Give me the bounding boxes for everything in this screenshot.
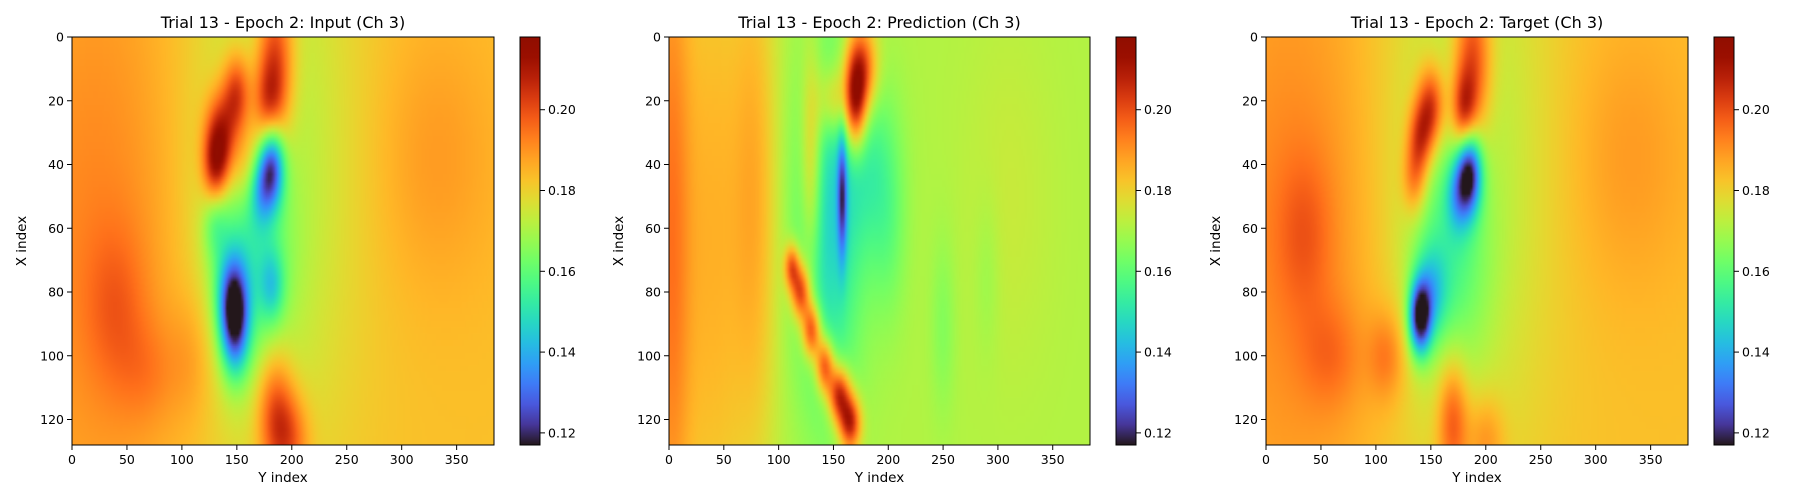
axes-frame — [668, 36, 1091, 446]
x-tick-label: 200 — [876, 452, 900, 467]
axes-frame — [1265, 36, 1689, 446]
y-tick-label: 20 — [1242, 93, 1258, 108]
colorbar — [1115, 36, 1137, 446]
y-tick-label: 100 — [40, 348, 64, 363]
colorbar-tick-label: 0.16 — [1742, 264, 1770, 279]
y-tick-label: 60 — [1242, 221, 1258, 236]
colorbar-tick-label: 0.12 — [1742, 425, 1770, 440]
y-tick-label: 20 — [645, 93, 661, 108]
x-tick-label: 0 — [665, 452, 673, 467]
colorbar-tick-label: 0.14 — [548, 345, 576, 360]
y-axis-label: X index — [1208, 216, 1224, 266]
heatmap-panel-1: Trial 13 - Epoch 2: Input (Ch 3) 0 50 100 15… — [14, 13, 576, 486]
x-tick-label: 150 — [822, 452, 846, 467]
colorbar-tick-label: 0.16 — [548, 264, 576, 279]
x-tick-label: 100 — [767, 452, 791, 467]
x-tick-label: 100 — [170, 452, 194, 467]
heatmap-panel-2: Trial 13 - Epoch 2: Prediction (Ch 3) 0 50… — [611, 13, 1172, 486]
heatmap-image — [669, 37, 1090, 445]
y-tick-label: 100 — [637, 348, 661, 363]
y-tick-label: 20 — [48, 93, 64, 108]
x-tick-label: 250 — [1529, 452, 1553, 467]
colorbar-tick-label: 0.20 — [1742, 102, 1770, 117]
colorbar-tick-label: 0.18 — [1742, 183, 1770, 198]
colorbar-tick-label: 0.12 — [1144, 425, 1172, 440]
x-tick-label: 300 — [986, 452, 1010, 467]
y-tick-label: 120 — [1234, 412, 1258, 427]
colorbar-tick-label: 0.14 — [1144, 345, 1172, 360]
y-tick-label: 120 — [637, 412, 661, 427]
chart-title: Trial 13 - Epoch 2: Target (Ch 3) — [1350, 13, 1603, 32]
heatmap-image — [1266, 37, 1688, 445]
colorbar-tick-label: 0.20 — [548, 102, 576, 117]
colorbar — [1713, 36, 1735, 446]
colorbar-tick-label: 0.16 — [1144, 264, 1172, 279]
y-tick-label: 60 — [48, 221, 64, 236]
x-tick-label: 350 — [1041, 452, 1065, 467]
x-tick-label: 50 — [716, 452, 732, 467]
colorbar-tick-label: 0.18 — [548, 183, 576, 198]
colorbar — [519, 36, 541, 446]
y-tick-label: 80 — [48, 285, 64, 300]
y-tick-label: 40 — [1242, 157, 1258, 172]
y-tick-label: 120 — [40, 412, 64, 427]
colorbar-tick-label: 0.14 — [1742, 345, 1770, 360]
y-tick-label: 0 — [653, 30, 661, 45]
x-tick-label: 250 — [335, 452, 359, 467]
colorbar-tick-label: 0.12 — [548, 425, 576, 440]
heatmap-panel-3: Trial 13 - Epoch 2: Target (Ch 3) 0 50 100 1… — [1208, 13, 1770, 486]
x-axis-label: Y index — [257, 470, 307, 486]
x-tick-label: 100 — [1364, 452, 1388, 467]
colorbar-tick-label: 0.18 — [1144, 183, 1172, 198]
colorbar-tick-label: 0.20 — [1144, 102, 1172, 117]
x-tick-label: 200 — [1474, 452, 1498, 467]
heatmap-image — [72, 37, 494, 445]
x-tick-label: 0 — [1262, 452, 1270, 467]
y-tick-label: 80 — [645, 285, 661, 300]
y-tick-label: 40 — [645, 157, 661, 172]
x-tick-label: 150 — [225, 452, 249, 467]
y-axis-label: X index — [14, 216, 30, 266]
y-tick-label: 0 — [1250, 30, 1258, 45]
y-tick-label: 0 — [56, 30, 64, 45]
x-tick-label: 50 — [1313, 452, 1329, 467]
x-tick-label: 300 — [1584, 452, 1608, 467]
y-tick-label: 40 — [48, 157, 64, 172]
x-axis-label: Y index — [1451, 470, 1501, 486]
y-tick-label: 100 — [1234, 348, 1258, 363]
chart-title: Trial 13 - Epoch 2: Input (Ch 3) — [160, 13, 405, 32]
x-axis-label: Y index — [854, 470, 904, 486]
x-tick-label: 350 — [445, 452, 469, 467]
y-tick-label: 80 — [1242, 285, 1258, 300]
x-tick-label: 0 — [68, 452, 76, 467]
x-tick-label: 150 — [1419, 452, 1443, 467]
axes-frame — [71, 36, 495, 446]
chart-title: Trial 13 - Epoch 2: Prediction (Ch 3) — [737, 13, 1020, 32]
y-tick-label: 60 — [645, 221, 661, 236]
x-tick-label: 200 — [280, 452, 304, 467]
x-tick-label: 300 — [390, 452, 414, 467]
x-tick-label: 350 — [1639, 452, 1663, 467]
x-tick-label: 50 — [119, 452, 135, 467]
y-axis-label: X index — [611, 216, 627, 266]
x-tick-label: 250 — [931, 452, 955, 467]
